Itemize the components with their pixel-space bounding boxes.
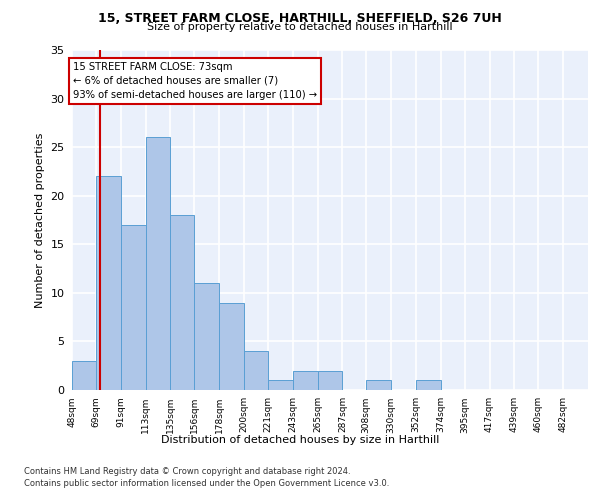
Bar <box>416 380 441 390</box>
Bar <box>219 302 244 390</box>
Text: Size of property relative to detached houses in Harthill: Size of property relative to detached ho… <box>147 22 453 32</box>
Text: 15 STREET FARM CLOSE: 73sqm
← 6% of detached houses are smaller (7)
93% of semi-: 15 STREET FARM CLOSE: 73sqm ← 6% of deta… <box>73 62 317 100</box>
Bar <box>244 351 268 390</box>
Bar <box>366 380 391 390</box>
Text: Distribution of detached houses by size in Harthill: Distribution of detached houses by size … <box>161 435 439 445</box>
Bar <box>268 380 293 390</box>
Bar <box>72 361 96 390</box>
Bar <box>194 283 219 390</box>
Bar <box>170 215 194 390</box>
Text: Contains HM Land Registry data © Crown copyright and database right 2024.: Contains HM Land Registry data © Crown c… <box>24 468 350 476</box>
Bar <box>293 370 317 390</box>
Bar <box>317 370 343 390</box>
Text: 15, STREET FARM CLOSE, HARTHILL, SHEFFIELD, S26 7UH: 15, STREET FARM CLOSE, HARTHILL, SHEFFIE… <box>98 12 502 26</box>
Text: Contains public sector information licensed under the Open Government Licence v3: Contains public sector information licen… <box>24 479 389 488</box>
Bar <box>96 176 121 390</box>
Y-axis label: Number of detached properties: Number of detached properties <box>35 132 44 308</box>
Bar <box>146 138 170 390</box>
Bar <box>121 225 146 390</box>
